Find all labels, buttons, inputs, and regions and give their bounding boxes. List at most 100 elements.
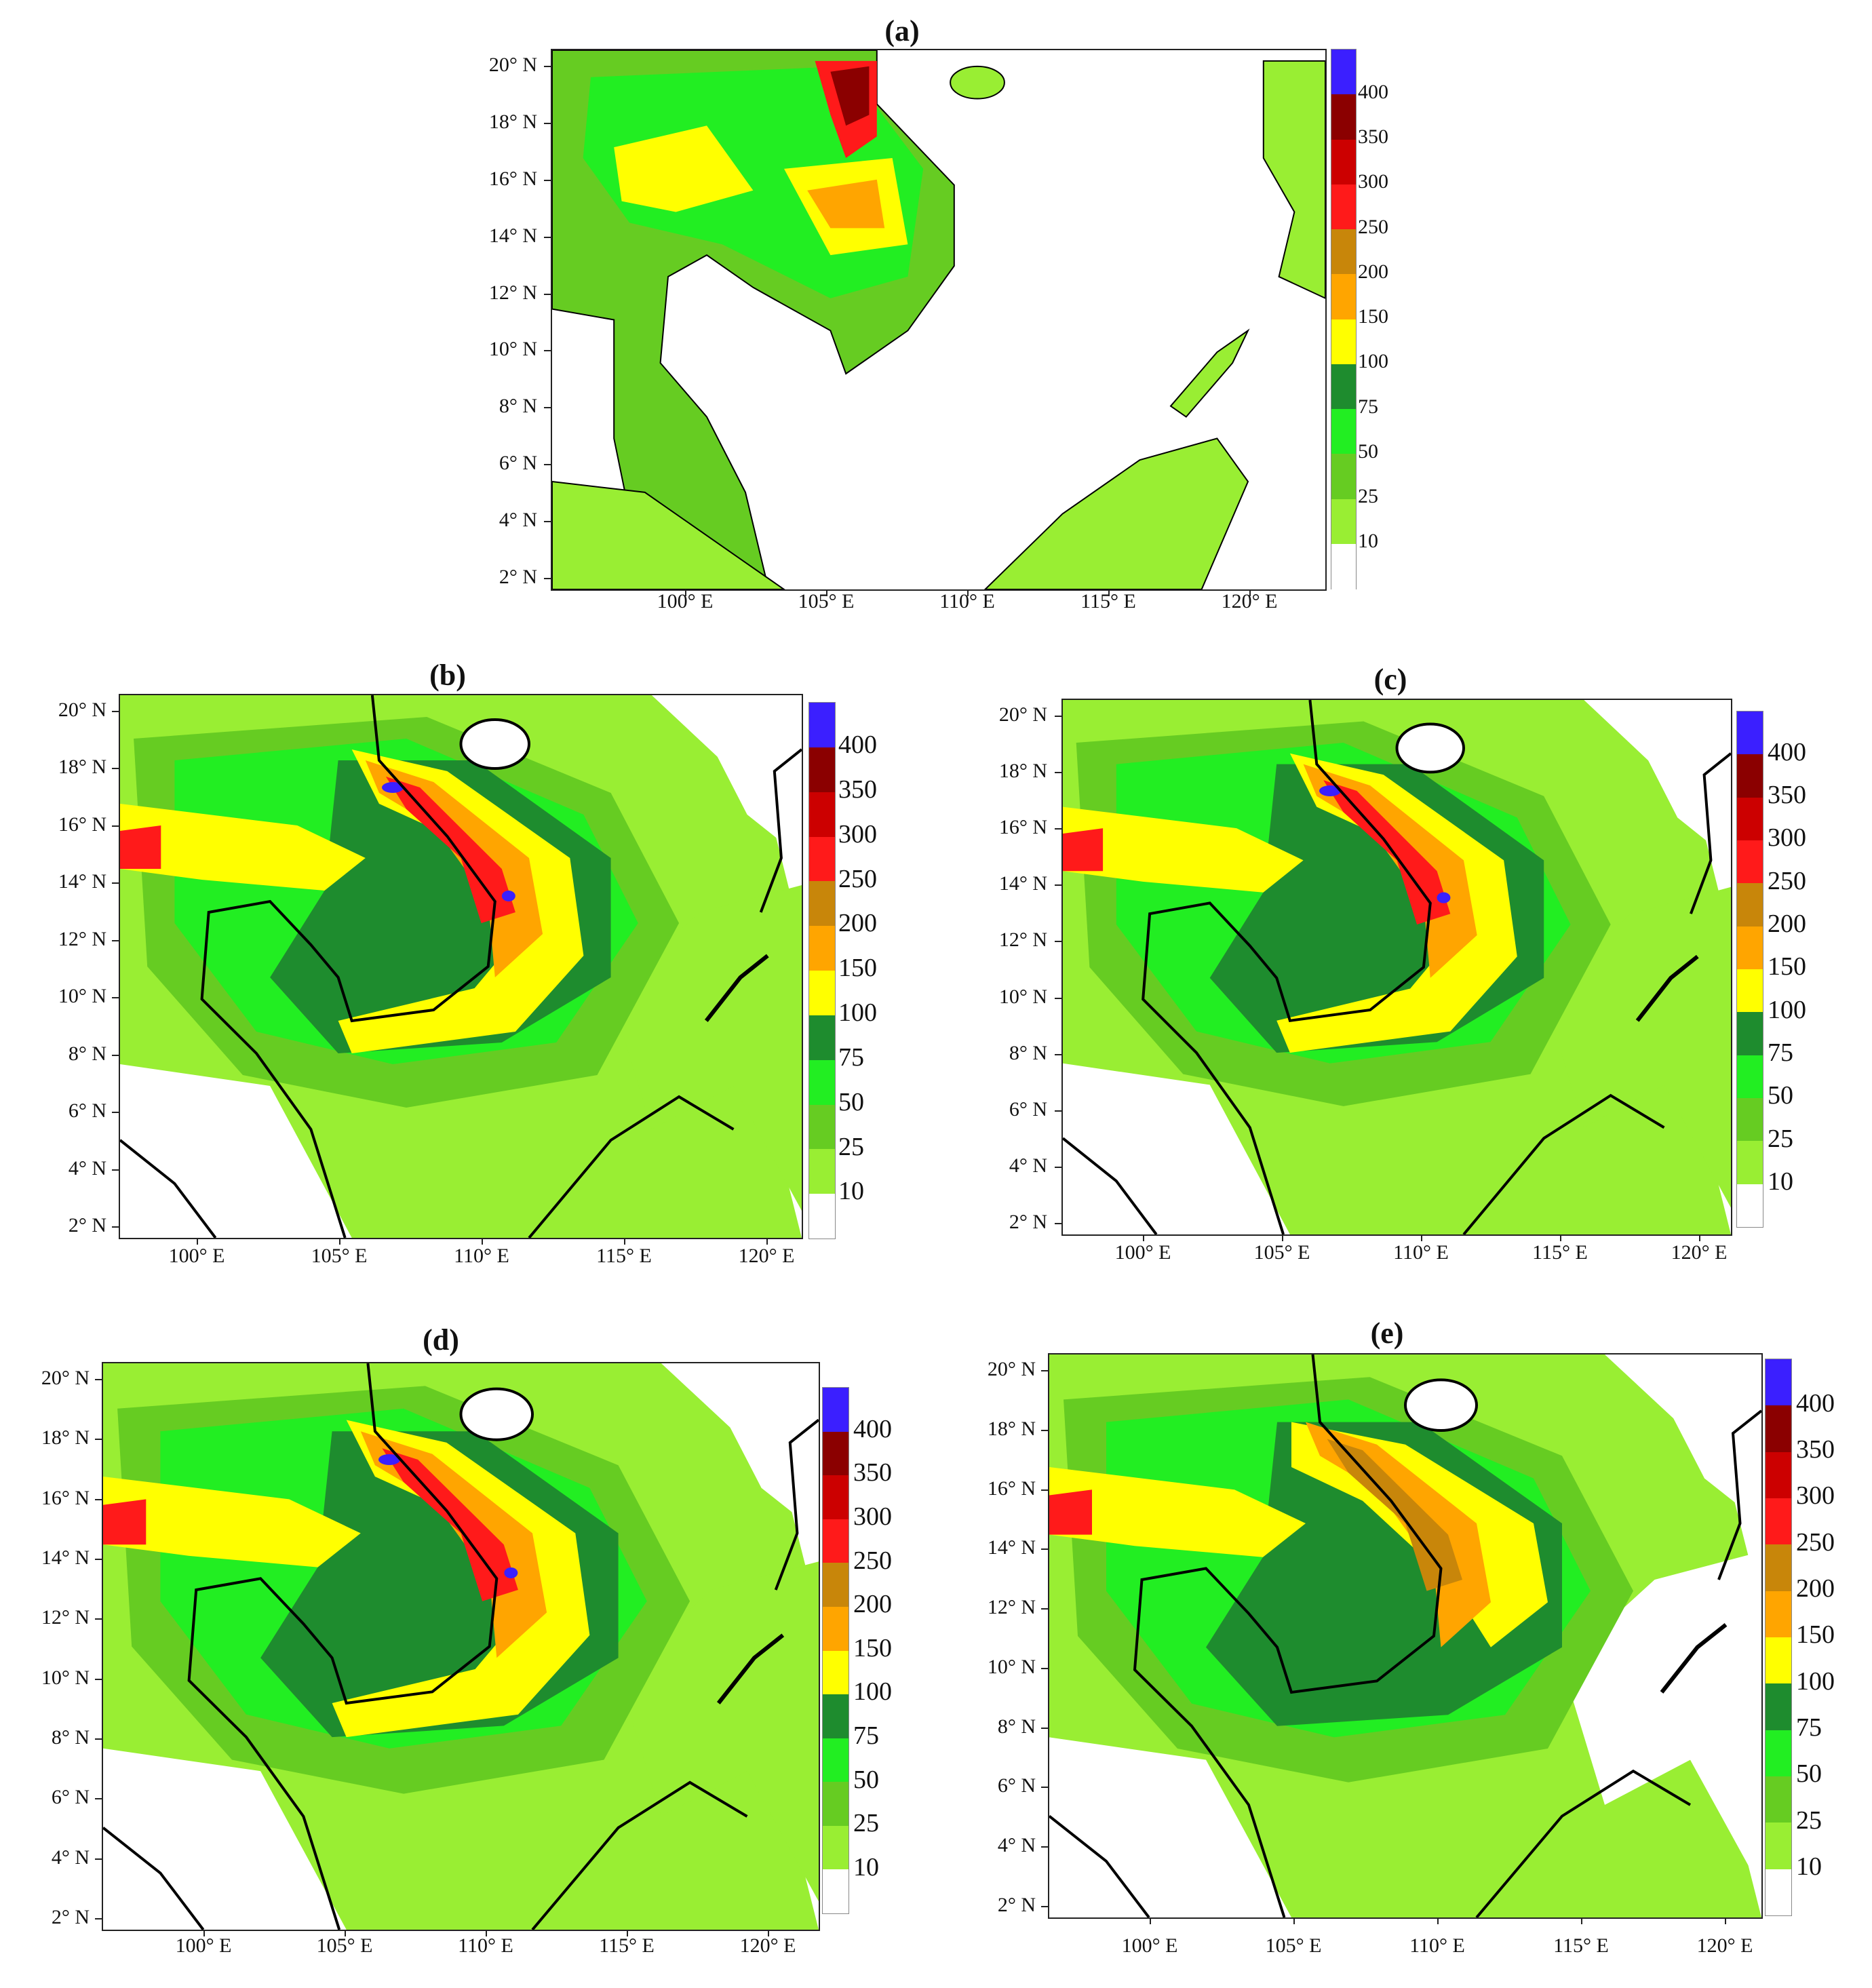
colorbar-label: 100 <box>853 1677 892 1707</box>
colorbar-label: 200 <box>853 1590 892 1619</box>
heavy-rain-band <box>1276 753 1517 1053</box>
longitude-tick <box>768 1930 769 1936</box>
western-rain-core <box>120 825 161 869</box>
latitude-label: 16° N <box>998 816 1047 839</box>
latitude-label: 14° N <box>58 870 106 893</box>
longitude-label: 120° E <box>738 1245 795 1267</box>
colorbar-segment <box>809 1149 835 1194</box>
peak-rain-marker <box>501 891 515 901</box>
latitude-tick <box>1055 772 1061 774</box>
coastline <box>103 1827 205 1930</box>
latitude-tick <box>544 236 551 238</box>
colorbar-label: 350 <box>838 775 877 804</box>
map-canvas <box>103 1363 819 1930</box>
longitude-label: 120° E <box>1696 1934 1753 1957</box>
peak-rain-marker <box>382 782 404 793</box>
colorbar-label: 350 <box>853 1458 892 1487</box>
longitude-tick <box>486 1930 487 1936</box>
latitude-label: 8° N <box>1009 1041 1047 1064</box>
colorbar-label: 75 <box>853 1721 879 1750</box>
latitude-tick <box>1041 1727 1048 1729</box>
colorbar-label: 100 <box>838 998 877 1028</box>
latitude-label: 4° N <box>68 1156 106 1180</box>
colorbar-label: 350 <box>1768 780 1806 809</box>
latitude-tick <box>95 1379 102 1380</box>
longitude-label: 110° E <box>1393 1241 1449 1264</box>
colorbar-segment <box>1331 184 1356 230</box>
latitude-label: 16° N <box>58 813 106 836</box>
colorbar-segment <box>809 1104 835 1150</box>
dry-area-sw <box>1063 1063 1290 1234</box>
latitude-tick <box>1041 1489 1048 1491</box>
coastline <box>1063 1137 1158 1234</box>
latitude-label: 2° N <box>51 1906 90 1928</box>
longitude-label: 110° E <box>458 1934 513 1957</box>
colorbar-label: 25 <box>1768 1124 1793 1153</box>
longitude-tick <box>685 589 686 596</box>
latitude-tick <box>95 1798 102 1800</box>
colorbar-segment <box>1737 712 1763 755</box>
colorbar-segment <box>823 1782 849 1827</box>
longitude-label: 120° E <box>1221 590 1278 612</box>
coastline-philippines <box>774 1418 819 1591</box>
latitude-tick <box>544 578 551 579</box>
colorbar-segment <box>823 1475 849 1520</box>
longitude-tick <box>1699 1234 1700 1241</box>
longitude-label: 100° E <box>1114 1241 1171 1264</box>
latitude-tick <box>95 1618 102 1620</box>
island-palawan <box>1635 954 1699 1022</box>
latitude-tick <box>544 521 551 523</box>
longitude-tick <box>1282 1234 1283 1241</box>
longitude-tick <box>197 1238 198 1245</box>
latitude-label: 20° N <box>998 703 1047 726</box>
colorbar-label: 100 <box>1796 1667 1835 1696</box>
dry-area-ne <box>686 695 802 858</box>
island-hainan <box>950 65 1005 100</box>
map-canvas <box>552 50 1325 589</box>
colorbar-segment <box>809 1059 835 1105</box>
colorbar-label: 10 <box>1358 530 1378 553</box>
colorbar-segment <box>1766 1869 1791 1916</box>
colorbar-label: 200 <box>1768 909 1806 938</box>
colorbar-segment <box>1737 1055 1763 1099</box>
colorbar-label: 350 <box>1796 1435 1835 1464</box>
colorbar-segment <box>1766 1591 1791 1638</box>
colorbar-segment <box>823 1388 849 1432</box>
island-hainan <box>459 1387 534 1441</box>
colorbar-segment <box>1737 883 1763 927</box>
colorbar-label: 10 <box>838 1177 864 1206</box>
panel-title: (b) <box>429 659 466 692</box>
latitude-label: 2° N <box>997 1894 1036 1916</box>
panel-title: (a) <box>884 14 920 47</box>
colorbar-label: 150 <box>853 1633 892 1662</box>
longitude-label: 100° E <box>168 1245 225 1267</box>
colorbar-segment <box>1766 1405 1791 1453</box>
colorbar-label: 100 <box>1358 350 1388 373</box>
colorbar-label: 150 <box>1358 305 1388 328</box>
latitude-label: 10° N <box>58 985 106 1008</box>
colorbar-label: 300 <box>838 819 877 849</box>
latitude-label: 20° N <box>41 1367 90 1389</box>
longitude-label: 105° E <box>311 1245 368 1267</box>
coastline <box>200 695 496 1238</box>
latitude-tick <box>1041 1370 1048 1371</box>
latitude-tick <box>112 1226 119 1228</box>
land-malay <box>552 480 785 589</box>
longitude-label: 100° E <box>1121 1934 1178 1957</box>
latitude-label: 20° N <box>488 54 537 76</box>
rainfall-map <box>102 1362 820 1931</box>
longitude-label: 100° E <box>175 1934 232 1957</box>
colorbar-segment <box>823 1825 849 1870</box>
colorbar-label: 250 <box>1358 215 1388 238</box>
colorbar-segment <box>1737 1184 1763 1228</box>
rainfall-map <box>1061 699 1732 1236</box>
island-hainan <box>1404 1378 1478 1432</box>
colorbar-segment <box>1331 364 1356 410</box>
latitude-label: 6° N <box>997 1774 1036 1797</box>
latitude-tick <box>544 350 551 352</box>
colorbar-segment <box>1737 926 1763 970</box>
latitude-label: 6° N <box>68 1099 106 1123</box>
longitude-tick <box>1560 1234 1561 1241</box>
latitude-label: 4° N <box>499 509 537 532</box>
colorbar-label: 50 <box>853 1765 879 1794</box>
